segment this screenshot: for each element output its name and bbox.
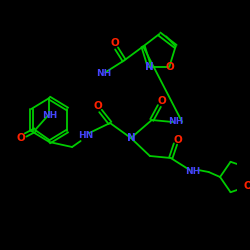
Text: O: O <box>93 101 102 111</box>
Text: NH: NH <box>185 168 200 176</box>
Text: O: O <box>174 135 183 145</box>
Text: NH: NH <box>96 69 111 78</box>
Text: N: N <box>126 133 135 143</box>
Text: O: O <box>243 182 250 192</box>
Text: N: N <box>145 62 154 72</box>
Text: NH: NH <box>168 118 183 126</box>
Text: NH: NH <box>42 110 57 120</box>
Text: HN: HN <box>78 130 93 140</box>
Text: O: O <box>165 62 174 72</box>
Text: O: O <box>158 96 166 106</box>
Text: O: O <box>110 38 119 48</box>
Text: O: O <box>16 133 25 143</box>
